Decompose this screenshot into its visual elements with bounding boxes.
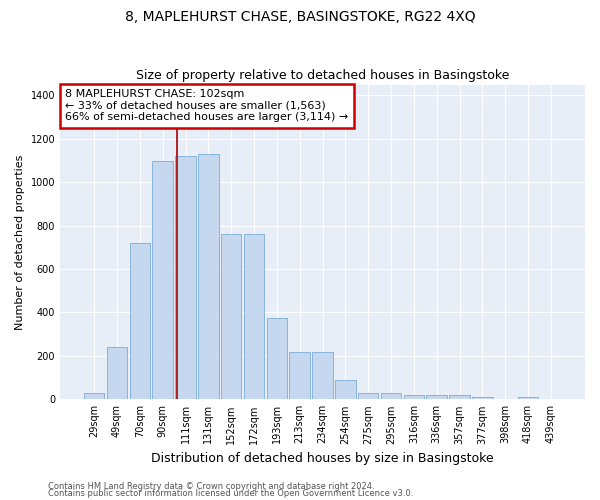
Bar — [472, 397, 493, 400]
Bar — [152, 160, 173, 400]
X-axis label: Distribution of detached houses by size in Basingstoke: Distribution of detached houses by size … — [151, 452, 494, 465]
Bar — [381, 393, 401, 400]
Text: 8 MAPLEHURST CHASE: 102sqm
← 33% of detached houses are smaller (1,563)
66% of s: 8 MAPLEHURST CHASE: 102sqm ← 33% of deta… — [65, 90, 349, 122]
Text: Contains public sector information licensed under the Open Government Licence v3: Contains public sector information licen… — [48, 489, 413, 498]
Y-axis label: Number of detached properties: Number of detached properties — [15, 154, 25, 330]
Text: Contains HM Land Registry data © Crown copyright and database right 2024.: Contains HM Land Registry data © Crown c… — [48, 482, 374, 491]
Bar — [244, 234, 264, 400]
Bar — [427, 395, 447, 400]
Bar — [175, 156, 196, 400]
Bar — [449, 395, 470, 400]
Bar — [198, 154, 218, 400]
Bar — [266, 318, 287, 400]
Bar — [130, 243, 150, 400]
Bar — [518, 397, 538, 400]
Text: 8, MAPLEHURST CHASE, BASINGSTOKE, RG22 4XQ: 8, MAPLEHURST CHASE, BASINGSTOKE, RG22 4… — [125, 10, 475, 24]
Bar — [289, 352, 310, 400]
Bar — [107, 347, 127, 400]
Title: Size of property relative to detached houses in Basingstoke: Size of property relative to detached ho… — [136, 69, 509, 82]
Bar — [84, 393, 104, 400]
Bar — [312, 352, 333, 400]
Bar — [335, 380, 356, 400]
Bar — [404, 395, 424, 400]
Bar — [221, 234, 241, 400]
Bar — [358, 393, 379, 400]
